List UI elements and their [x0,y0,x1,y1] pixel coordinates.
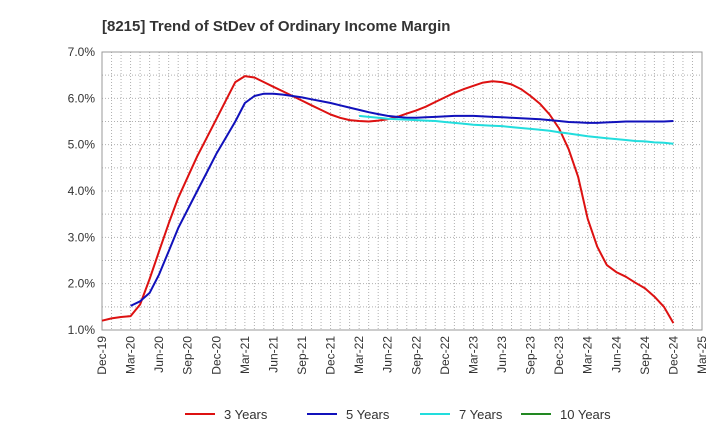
legend-label: 5 Years [346,407,390,422]
legend-label: 3 Years [224,407,268,422]
x-tick-label: Jun-23 [495,336,509,373]
x-tick-label: Sep-22 [409,336,423,375]
y-tick-label: 6.0% [68,91,96,105]
y-tick-label: 7.0% [68,45,96,59]
x-tick-label: Dec-19 [95,336,109,375]
y-tick-label: 2.0% [68,277,96,291]
series-line-7-years [358,114,674,145]
x-tick-label: Dec-23 [552,336,566,375]
x-tick-label: Sep-21 [295,336,309,375]
series-lines [101,75,675,324]
x-tick-label: Mar-20 [124,336,138,374]
x-tick-label: Mar-22 [352,336,366,374]
x-tick-label: Dec-20 [209,336,223,375]
y-tick-label: 5.0% [68,138,96,152]
grid [102,52,702,330]
plot-frame [101,51,703,331]
x-tick-label: Dec-22 [438,336,452,375]
y-tick-label: 1.0% [68,323,96,337]
x-tick-label: Dec-24 [666,336,680,375]
x-tick-label: Jun-22 [381,336,395,373]
x-tick-label: Jun-20 [152,336,166,373]
series-line-5-years [130,92,674,307]
legend: 3 Years 5 Years 7 Years 10 Years [185,407,611,422]
x-tick-label: Dec-21 [324,336,338,375]
x-tick-label: Sep-20 [181,336,195,375]
x-tick-label: Mar-25 [695,336,709,374]
y-tick-label: 3.0% [68,230,96,244]
x-axis-ticks: Dec-19 Mar-20 Jun-20 Sep-20 Dec-20 Mar-21 Jun-… [95,336,709,375]
x-tick-label: Sep-24 [638,336,652,375]
legend-label: 7 Years [459,407,503,422]
y-axis-ticks: 1.0% 2.0% 3.0% 4.0% 5.0% 6.0% 7.0% [68,45,96,337]
chart-title: [8215] Trend of StDev of Ordinary Income… [102,18,450,35]
x-tick-label: Mar-23 [466,336,480,374]
x-tick-label: Jun-21 [266,336,280,373]
x-tick-label: Mar-21 [238,336,252,374]
y-tick-label: 4.0% [68,184,96,198]
legend-label: 10 Years [560,407,611,422]
x-tick-label: Sep-23 [524,336,538,375]
x-tick-label: Mar-24 [581,336,595,374]
x-tick-label: Jun-24 [609,336,623,373]
